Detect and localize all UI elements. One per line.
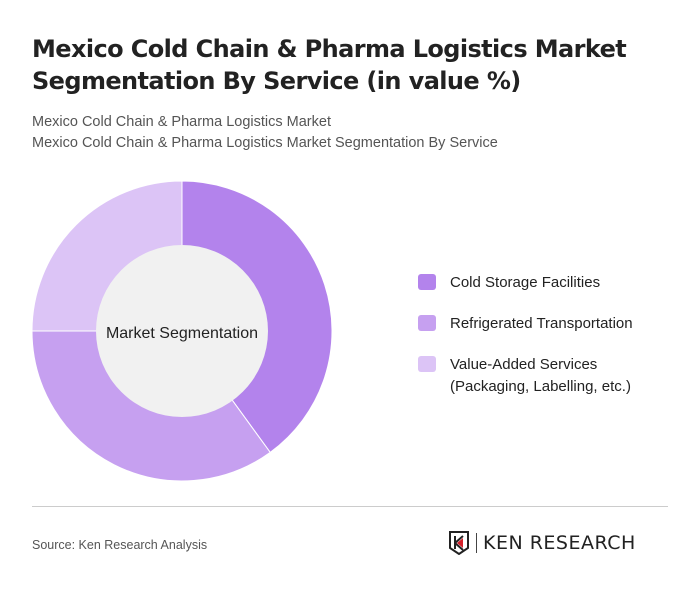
ken-research-logo: KEN RESEARCH <box>448 531 636 555</box>
logo-icon <box>449 531 469 555</box>
divider <box>32 506 668 507</box>
donut-hole <box>96 245 268 417</box>
subtitle-1: Mexico Cold Chain & Pharma Logistics Mar… <box>32 114 331 130</box>
legend-label: Cold Storage Facilities <box>450 274 601 291</box>
logo-text: KEN RESEARCH <box>483 532 636 554</box>
source-note: Source: Ken Research Analysis <box>32 538 208 552</box>
subtitle-2: Mexico Cold Chain & Pharma Logistics Mar… <box>32 135 498 151</box>
legend-item: Value-Added Services (Packaging, Labelli… <box>418 354 670 398</box>
legend-swatch <box>418 356 436 372</box>
legend-swatch <box>418 274 436 290</box>
legend-label: Refrigerated Transportation <box>450 315 633 332</box>
legend-item: Refrigerated Transportation <box>418 313 670 335</box>
chart-title: Mexico Cold Chain & Pharma Logistics Mar… <box>32 35 627 95</box>
legend-item: Cold Storage Facilities <box>418 272 670 294</box>
legend-swatch <box>418 315 436 331</box>
legend: Cold Storage Facilities Refrigerated Tra… <box>418 272 670 417</box>
center-label: Market Segmentation <box>106 325 258 342</box>
legend-label: Value-Added Services (Packaging, Labelli… <box>450 356 631 395</box>
